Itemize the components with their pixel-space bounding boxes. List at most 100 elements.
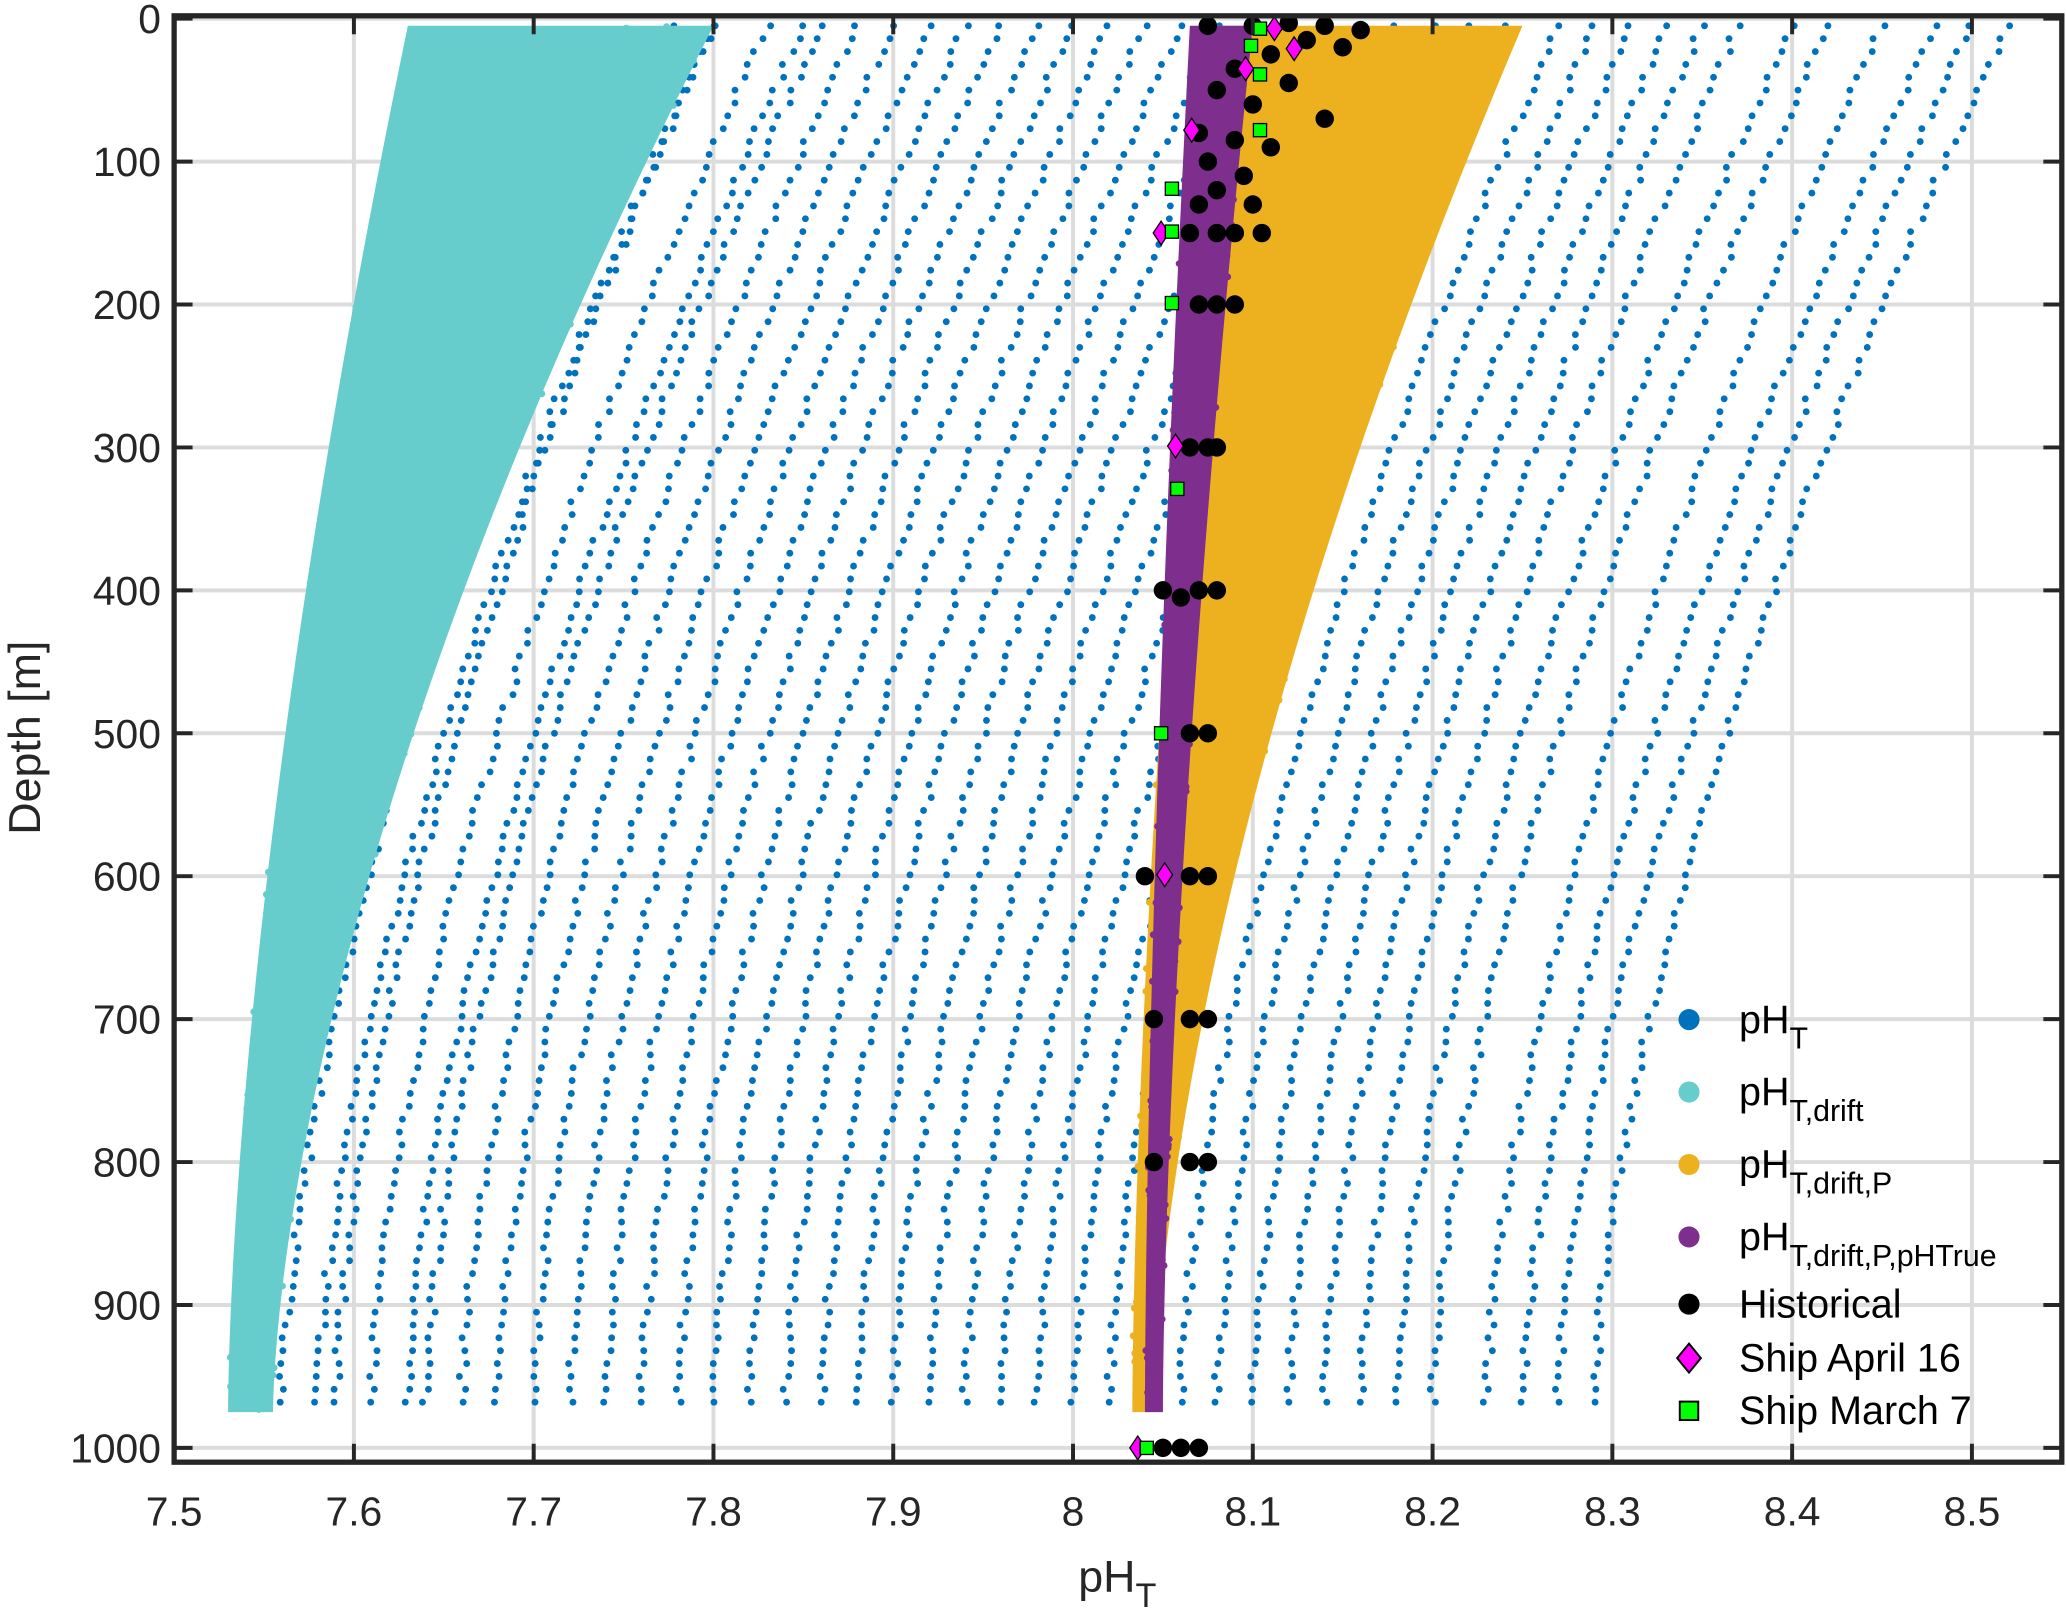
data-point-pHT [1311,1141,1319,1149]
data-point-pHT [371,999,378,1007]
data-point-pHT [1085,871,1093,879]
data-point-pHT [1593,935,1601,943]
data-point-pHT [806,704,814,711]
data-point-pHT [669,819,677,827]
data-point-pHT [1509,897,1517,904]
data-pHT-drift-P-point [1135,1381,1142,1389]
data-point-pHT [787,1334,795,1342]
data-pHT-drift-point [353,681,361,689]
data-point-pHT [1113,755,1121,763]
data-point-pHT [1040,163,1048,171]
data-point-pHT [1710,73,1717,81]
data-point-pHT [417,1231,425,1239]
data-pHT-drift-P-pHTrue-point [1176,380,1184,387]
data-point-pHT [766,511,774,519]
data-point-pHT [1363,1321,1371,1329]
data-point-pHT [1558,729,1566,737]
data-pHT-drift-point [353,870,361,878]
data-pHT-drift-P-point [1228,419,1236,426]
data-point-pHT [667,575,675,583]
data-point-pHT [619,1025,627,1033]
data-point-pHT [905,524,913,531]
data-point-pHT [1802,73,1810,81]
data-point-pHT [323,1064,331,1072]
data-point-pHT [1658,974,1665,982]
data-point-pHT [1785,356,1793,364]
data-pHT-drift-point [560,80,568,88]
data-point-pHT [1803,485,1811,493]
data-point-pHT [519,524,527,531]
data-point-pHT [1442,1025,1450,1033]
data-point-pHT [333,1180,341,1187]
data-point-pHT [838,716,846,724]
data-point-pHT [1527,832,1535,840]
data-point-pHT [586,459,594,467]
data-point-pHT [1593,279,1601,287]
data-point-pHT [477,999,485,1007]
data-point-pHT [858,1347,866,1355]
data-point-pHT [1526,1077,1533,1085]
data-point-pHT [741,472,749,480]
data-point-pHT [1464,781,1472,789]
data-point-pHT [780,73,788,81]
data-point-pHT [821,356,829,364]
data-point-pHT [1970,99,1978,107]
data-point-pHT [390,1180,398,1187]
data-point-pHT [921,935,929,943]
data-point-pHT [1221,1321,1229,1329]
data-point-pHT [738,974,746,982]
data-point-pHT [1795,421,1803,428]
data-point-pHT [1285,909,1292,917]
data-point-pHT [1718,626,1726,634]
data-point-pHT [339,1282,347,1290]
data-point-pHT [643,1308,651,1316]
data-point-pHT [715,549,723,557]
data-point-pHT [1471,1077,1479,1085]
data-point-pHT [471,639,479,647]
data-pHT-drift-P-point [1286,434,1294,442]
data-point-pHT [1682,60,1690,68]
data-point-pHT [546,871,554,879]
data-point-pHT [1147,768,1154,776]
data-point-pHT [811,382,819,390]
data-point-pHT [855,1373,863,1380]
data-pHT-drift-P-pHTrue-point [1155,1071,1163,1079]
data-point-pHT [1507,639,1515,647]
data-point-pHT [1410,987,1418,994]
data-point-pHT [1592,1385,1600,1393]
data-point-pHT [879,832,886,840]
data-point-pHT [802,999,809,1007]
data-point-pHT [576,575,583,583]
data-point-pHT [1727,614,1734,621]
data-point-pHT [596,575,604,583]
data-pHT-drift-point [381,531,389,539]
data-point-pHT [1779,459,1786,467]
data-point-pHT [1528,1257,1536,1265]
data-point-pHT [1527,1270,1534,1277]
data-point-pHT [660,832,668,840]
data-point-pHT [575,331,583,338]
data-point-pHT [838,999,846,1007]
data-point-pHT [1064,1115,1072,1123]
data-pHT-drift-P-point [1331,430,1339,438]
data-point-pHT [1582,215,1590,223]
data-point-pHT [938,639,946,647]
data-point-pHT [1336,1231,1343,1239]
data-point-pHT [1450,575,1457,583]
data-point-pHT [1120,151,1128,158]
data-pHT-drift-P-pHTrue-point [1205,425,1213,433]
data-point-pHT [746,459,754,467]
data-point-pHT [353,1064,361,1072]
data-point-pHT [1406,1025,1413,1033]
data-point-pHT [388,999,396,1007]
data-point-pHT [500,1077,508,1085]
data-point-pHT [1196,1218,1204,1226]
data-point-pHT [709,1385,717,1393]
data-point-pHT [1026,832,1034,840]
data-point-pHT [755,434,763,441]
data-point-pHT [714,1334,722,1342]
data-point-pHT [793,1051,801,1059]
data-point-pHT [1722,163,1730,171]
data-point-pHT [1025,1154,1033,1162]
data-point-historical [1207,581,1227,600]
